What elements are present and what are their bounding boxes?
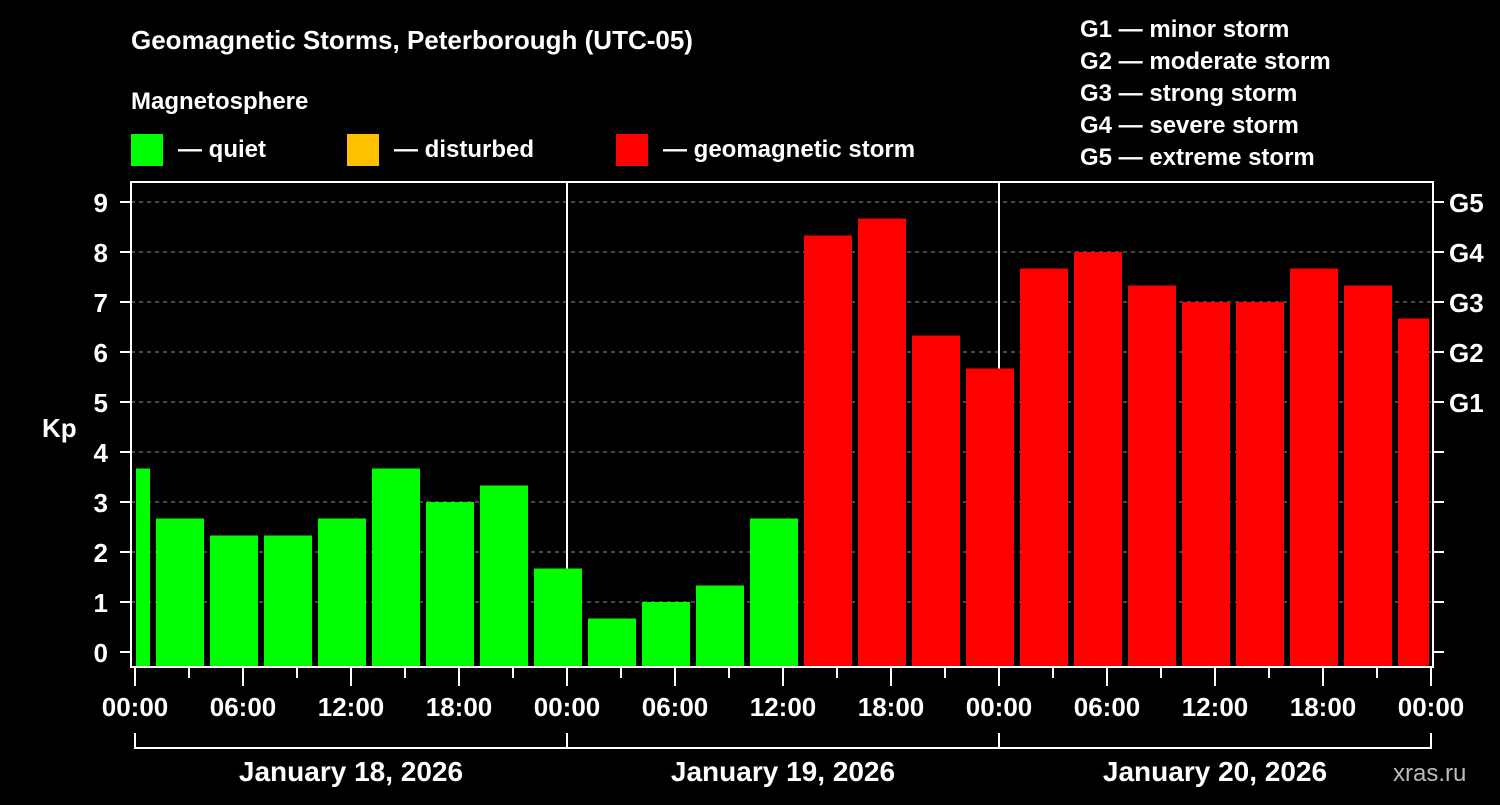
storm-scale-item: G4 — severe storm [1080,112,1299,139]
x-tick-label: 06:00 [642,692,709,722]
y-tick-label: 6 [94,338,108,368]
g-level-label: G4 [1449,238,1484,268]
day-label: January 18, 2026 [239,756,463,787]
y-tick-label: 9 [94,188,108,218]
y-axis-label: Kp [42,413,77,443]
bar [1290,268,1338,667]
legend-swatch-0 [131,134,163,166]
x-tick-label: 06:00 [1074,692,1141,722]
bar [318,518,366,667]
x-tick-label: 18:00 [1290,692,1357,722]
g-level-label: G5 [1449,188,1484,218]
x-tick-label: 12:00 [1182,692,1249,722]
y-tick-label: 3 [94,488,108,518]
day-bracket [134,733,1432,749]
bar [912,335,960,667]
bar [750,518,798,667]
bar [156,518,204,667]
bar [1074,252,1122,667]
bar [588,618,636,667]
y-tick-label: 7 [94,288,108,318]
bar [264,535,312,667]
g-level-label: G2 [1449,338,1484,368]
watermark: xras.ru [1393,760,1466,787]
bar [804,235,852,667]
x-tick-label: 00:00 [966,692,1033,722]
legend-swatch-1 [347,134,379,166]
y-tick-label: 8 [94,238,108,268]
legend-label-1: — disturbed [394,136,534,163]
day-label: January 20, 2026 [1103,756,1327,787]
bar [1182,302,1230,667]
y-tick-label: 1 [94,588,108,618]
axes: 0 1 2 3 4 5 6 7 8 9 G1 G2 G3 G4 G5 00:00 06:00 12:00 18:00… [94,188,1485,787]
bar [1020,268,1068,667]
storm-scale-item: G5 — extreme storm [1080,144,1315,171]
bar [210,535,258,667]
x-tick-label: 18:00 [426,692,493,722]
x-tick-label: 00:00 [1398,692,1465,722]
bar [372,468,420,667]
legend-swatch-2 [616,134,648,166]
y-tick-label: 2 [94,538,108,568]
day-label: January 19, 2026 [671,756,895,787]
legend-label-0: — quiet [178,136,266,163]
x-tick-label: 00:00 [534,692,601,722]
bar [1344,285,1392,667]
chart-title: Geomagnetic Storms, Peterborough (UTC-05… [131,25,693,55]
x-tick-label: 12:00 [750,692,817,722]
x-tick-label: 12:00 [318,692,385,722]
bar [966,368,1014,667]
storm-scale-item: G3 — strong storm [1080,80,1297,107]
bar [696,585,744,667]
bar [480,485,528,667]
g-level-label: G3 [1449,288,1484,318]
legend: — quiet — disturbed — geomagnetic storm [131,134,915,166]
storm-scale-item: G2 — moderate storm [1080,48,1331,75]
bar [642,602,690,667]
bars [136,218,1429,667]
y-tick-label: 0 [94,638,108,668]
legend-title: Magnetosphere [131,88,308,115]
bar [1398,318,1429,667]
bar [426,502,474,667]
storm-scale-legend: G1 — minor storm G2 — moderate storm G3 — … [1080,16,1331,171]
x-tick-label: 00:00 [102,692,169,722]
bar [1236,302,1284,667]
storm-scale-item: G1 — minor storm [1080,16,1289,43]
y-tick-label: 4 [94,438,109,468]
legend-label-2: — geomagnetic storm [663,136,915,163]
g-level-label: G1 [1449,388,1484,418]
x-tick-label: 06:00 [210,692,277,722]
y-tick-label: 5 [94,388,108,418]
bar [136,468,150,667]
bar [858,218,906,667]
bar [534,568,582,667]
bar [1128,285,1176,667]
x-tick-label: 18:00 [858,692,925,722]
